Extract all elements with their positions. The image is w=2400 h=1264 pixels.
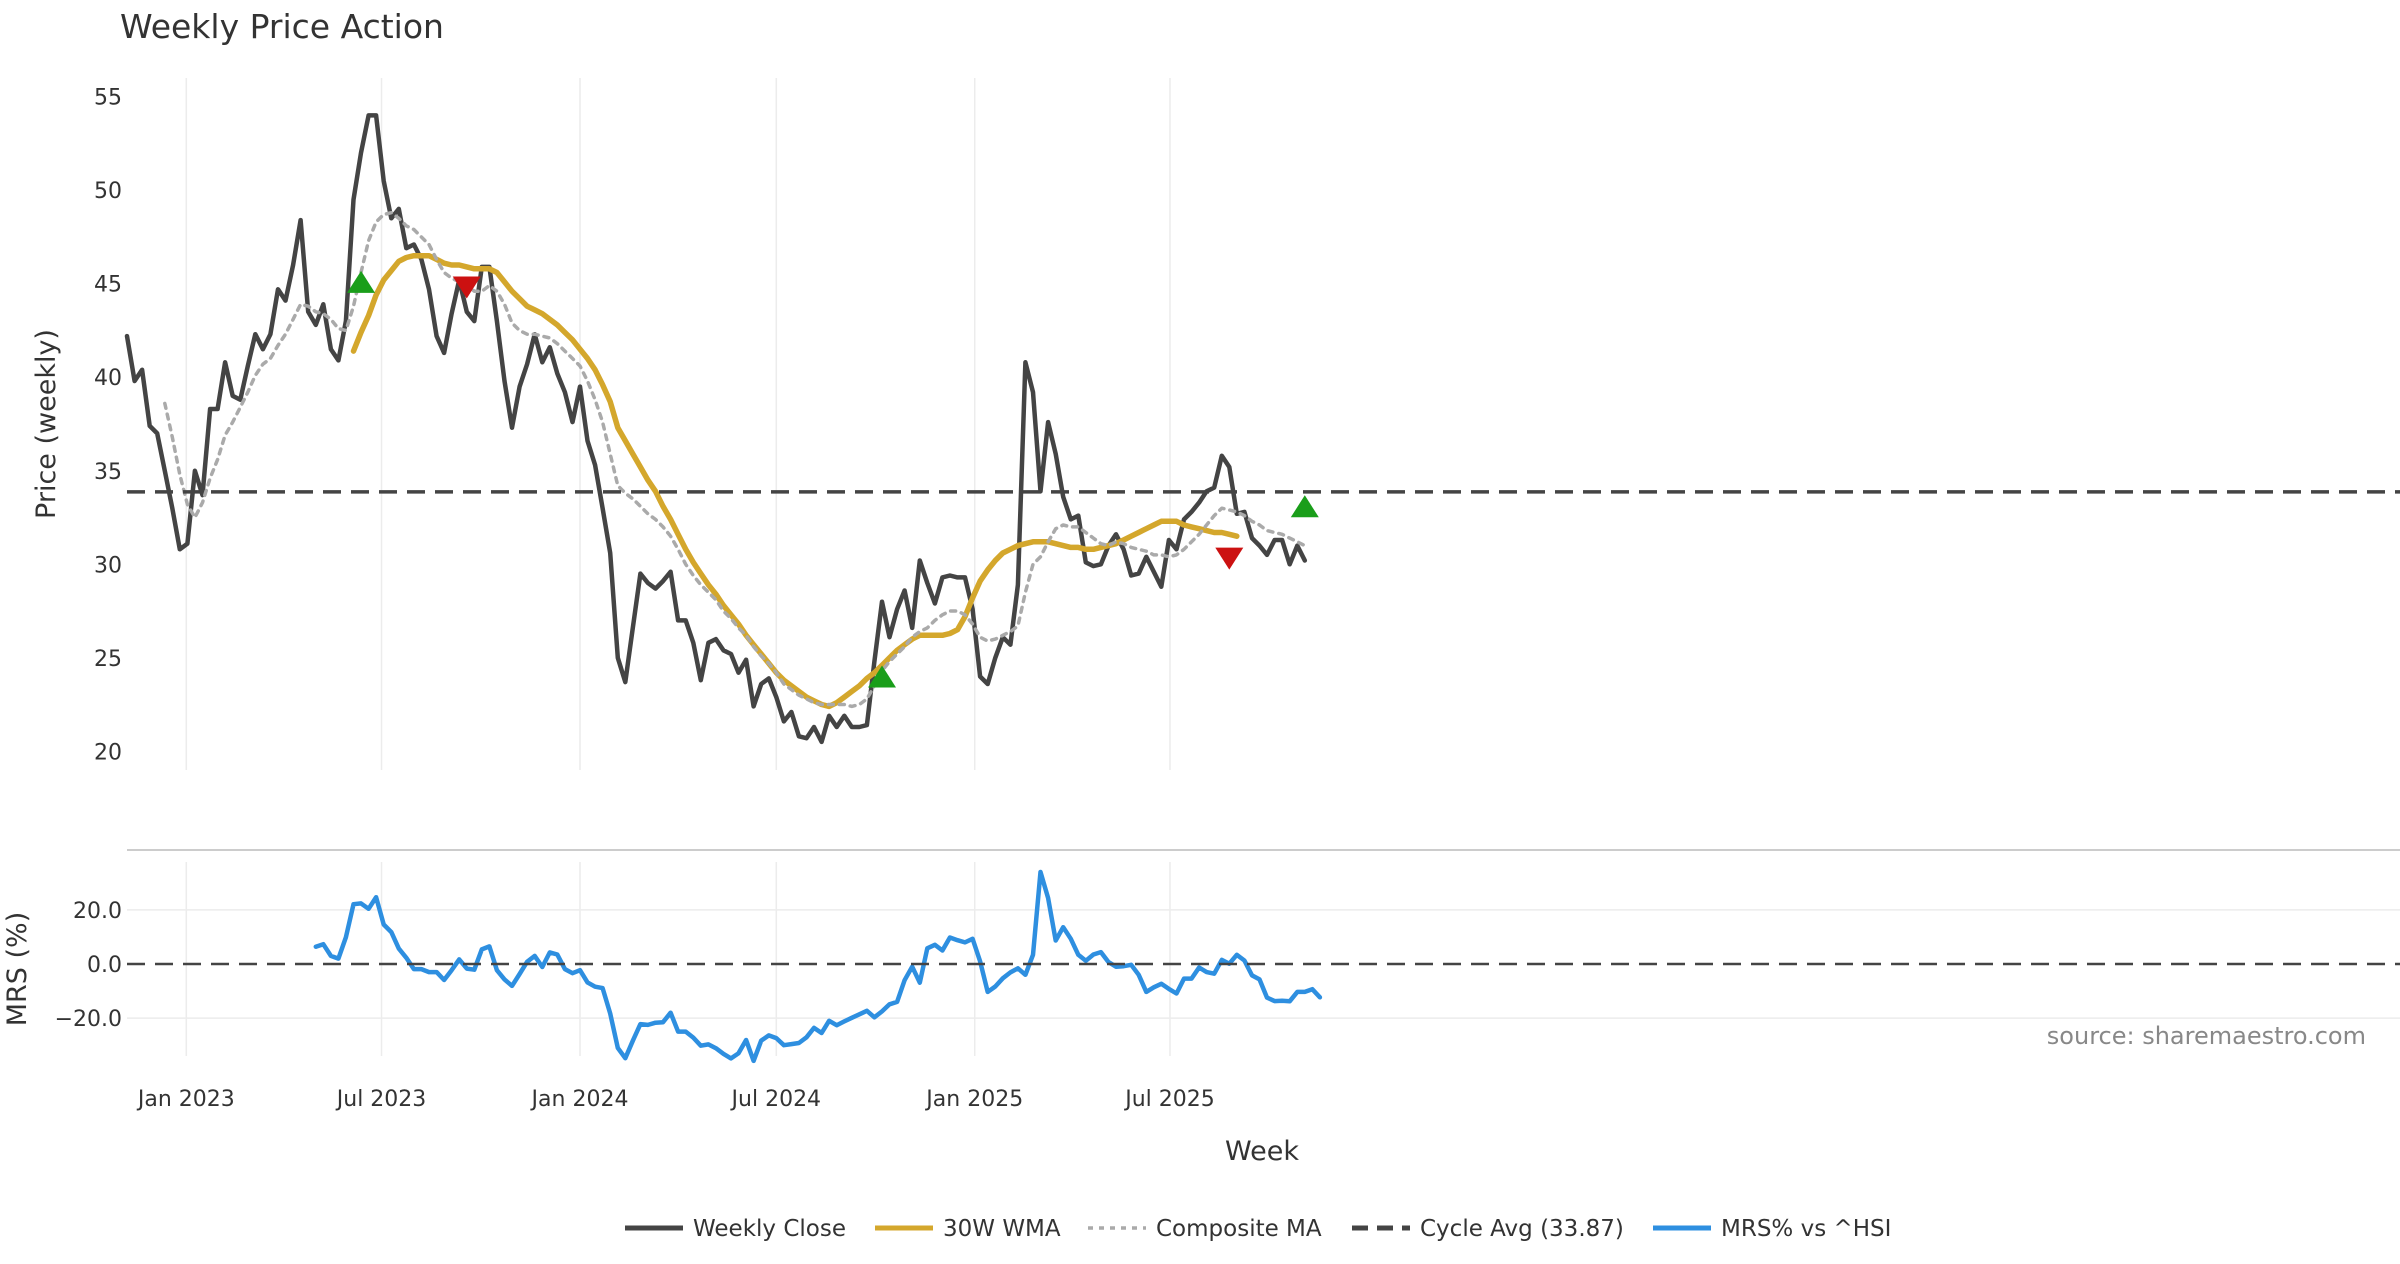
mrs-y-tick-label: −20.0 (55, 1007, 122, 1032)
price-y-tick-label: 30 (94, 553, 122, 578)
legend-entry: 30W WMA (875, 1216, 1061, 1242)
legend-entry: Cycle Avg (33.87) (1352, 1216, 1624, 1242)
legend-label: Composite MA (1156, 1216, 1322, 1242)
x-tick-label: Jan 2025 (924, 1087, 1023, 1112)
mrs-y-tick-label: 0.0 (87, 953, 122, 978)
series-mrs-line (313, 869, 1323, 1064)
legend-label: Cycle Avg (33.87) (1420, 1216, 1624, 1242)
mrs-panel: 20.0 0.0 −20.0 MRS (%) (2, 849, 2400, 1064)
price-y-tick-label: 40 (94, 366, 122, 391)
price-y-axis-title: Price (weekly) (31, 329, 62, 519)
price-y-tick-label: 35 (94, 460, 122, 485)
buy-signal-marker (347, 270, 376, 293)
price-y-tick-label: 25 (94, 647, 122, 672)
series-line (163, 210, 1307, 709)
x-tick-label: Jan 2024 (530, 1087, 629, 1112)
legend-label: 30W WMA (943, 1216, 1061, 1242)
mrs-y-axis-title: MRS (%) (2, 912, 33, 1027)
source-label: source: sharemaestro.com (2047, 1022, 2366, 1050)
mrs-y-tick-label: 20.0 (73, 899, 122, 924)
price-y-tick-label: 55 (94, 86, 122, 111)
x-tick-label: Jul 2023 (335, 1087, 427, 1112)
price-y-tick-label: 20 (94, 740, 122, 765)
series-30w-wma (350, 252, 1240, 710)
price-y-tick-label: 50 (94, 179, 122, 204)
x-tick-label: Jan 2023 (136, 1087, 235, 1112)
legend: Weekly Close 30W WMA Composite MA Cycle Avg… (625, 1216, 1891, 1242)
legend-entry: Weekly Close (625, 1216, 846, 1242)
legend-entry: MRS% vs ^HSI (1653, 1216, 1891, 1242)
buy-signal-marker (868, 665, 896, 688)
legend-entry: Composite MA (1088, 1216, 1322, 1242)
buy-signal-marker (1290, 495, 1319, 518)
x-tick-label: Jul 2025 (1123, 1087, 1215, 1112)
legend-label: Weekly Close (693, 1216, 846, 1242)
legend-label: MRS% vs ^HSI (1721, 1216, 1891, 1242)
chart-title: Weekly Price Action (120, 7, 444, 46)
series-line (350, 252, 1240, 710)
series-composite-ma (163, 210, 1307, 709)
x-axis: Jan 2023 Jul 2023 Jan 2024 Jul 2024 Jan 2025… (136, 1087, 1215, 1112)
series-weekly-close (124, 113, 1308, 745)
x-tick-label: Jul 2024 (730, 1087, 822, 1112)
sell-signal-marker (1215, 547, 1244, 570)
sell-signal-marker (452, 276, 481, 299)
price-panel: 20 25 30 35 40 45 50 55 Price (weekly) (31, 78, 2400, 770)
price-y-tick-label: 45 (94, 273, 122, 298)
series-line (124, 113, 1308, 745)
x-axis-title: Week (1225, 1136, 1299, 1167)
